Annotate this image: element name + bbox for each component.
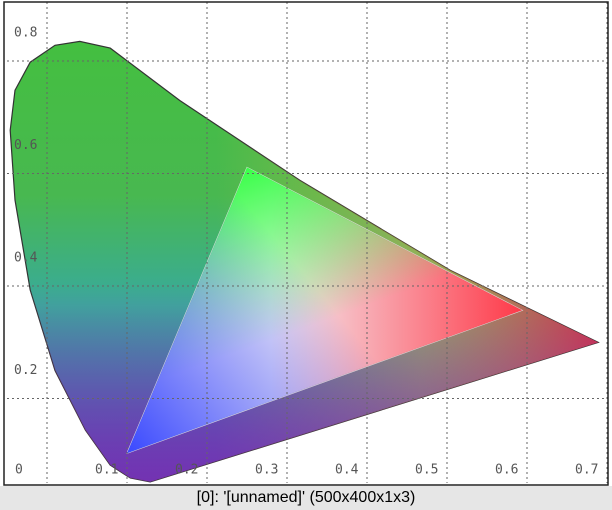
x-tick-label: 0.4 xyxy=(335,463,359,478)
frame xyxy=(3,1,609,486)
x-tick-label: 0.1 xyxy=(95,463,118,478)
caption: [0]: '[unnamed]' (500x400x1x3) xyxy=(197,489,416,506)
x-tick-label: 0 xyxy=(15,463,23,478)
y-tick-label: 0.8 xyxy=(14,25,37,40)
x-tick-label: 0.3 xyxy=(255,463,278,478)
y-tick-label: 0.2 xyxy=(14,363,37,378)
caption-bar xyxy=(0,486,612,510)
x-tick-label: 0.7 xyxy=(575,463,598,478)
y-tick-label: 0.6 xyxy=(14,138,37,153)
x-tick-label: 0.6 xyxy=(495,463,518,478)
y-tick-label: 0.4 xyxy=(14,250,38,265)
x-tick-label: 0.5 xyxy=(415,463,438,478)
x-tick-label: 0.2 xyxy=(175,463,198,478)
